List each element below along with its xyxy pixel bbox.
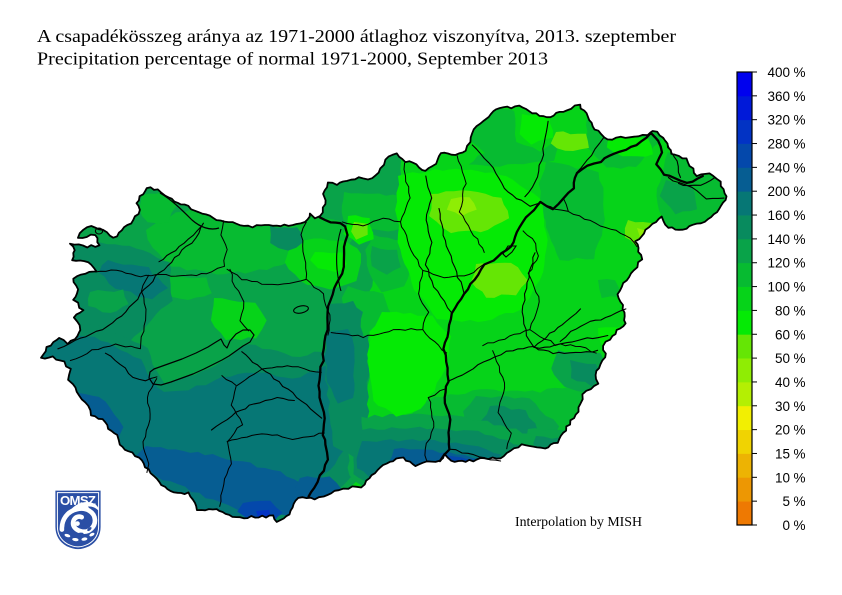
svg-text:10: 10	[775, 470, 790, 485]
svg-text:%: %	[794, 375, 806, 390]
svg-text:%: %	[794, 232, 806, 247]
svg-text:%: %	[794, 208, 806, 223]
svg-text:%: %	[794, 256, 806, 271]
svg-text:0: 0	[782, 518, 790, 533]
svg-text:%: %	[794, 89, 806, 104]
svg-text:20: 20	[775, 423, 790, 438]
svg-text:200: 200	[767, 184, 790, 199]
svg-text:140: 140	[767, 232, 790, 247]
svg-text:%: %	[794, 137, 806, 152]
svg-text:40: 40	[775, 375, 790, 390]
svg-text:%: %	[794, 65, 806, 80]
svg-text:A csapadékösszeg aránya az 197: A csapadékösszeg aránya az 1971-2000 átl…	[37, 26, 676, 46]
svg-text:80: 80	[775, 303, 790, 318]
svg-text:60: 60	[775, 327, 790, 342]
svg-text:120: 120	[767, 256, 790, 271]
svg-text:%: %	[794, 351, 806, 366]
svg-text:%: %	[794, 446, 806, 461]
svg-text:%: %	[794, 327, 806, 342]
svg-text:50: 50	[775, 351, 790, 366]
svg-text:%: %	[794, 494, 806, 509]
svg-text:Interpolation by MISH: Interpolation by MISH	[515, 515, 642, 530]
svg-text:400: 400	[767, 65, 790, 80]
svg-text:15: 15	[775, 446, 790, 461]
svg-text:280: 280	[767, 137, 790, 152]
svg-text:%: %	[794, 113, 806, 128]
svg-text:%: %	[794, 399, 806, 414]
svg-text:%: %	[794, 303, 806, 318]
svg-text:%: %	[794, 280, 806, 295]
svg-text:%: %	[794, 160, 806, 175]
svg-text:30: 30	[775, 399, 790, 414]
svg-text:240: 240	[767, 160, 790, 175]
svg-text:360: 360	[767, 89, 790, 104]
svg-text:160: 160	[767, 208, 790, 223]
svg-text:%: %	[794, 184, 806, 199]
svg-text:5: 5	[782, 494, 790, 509]
svg-text:Precipitation percentage of no: Precipitation percentage of normal 1971-…	[37, 49, 548, 69]
svg-text:100: 100	[767, 280, 790, 295]
svg-text:320: 320	[767, 113, 790, 128]
svg-text:%: %	[794, 423, 806, 438]
svg-text:%: %	[794, 470, 806, 485]
svg-text:%: %	[794, 518, 806, 533]
